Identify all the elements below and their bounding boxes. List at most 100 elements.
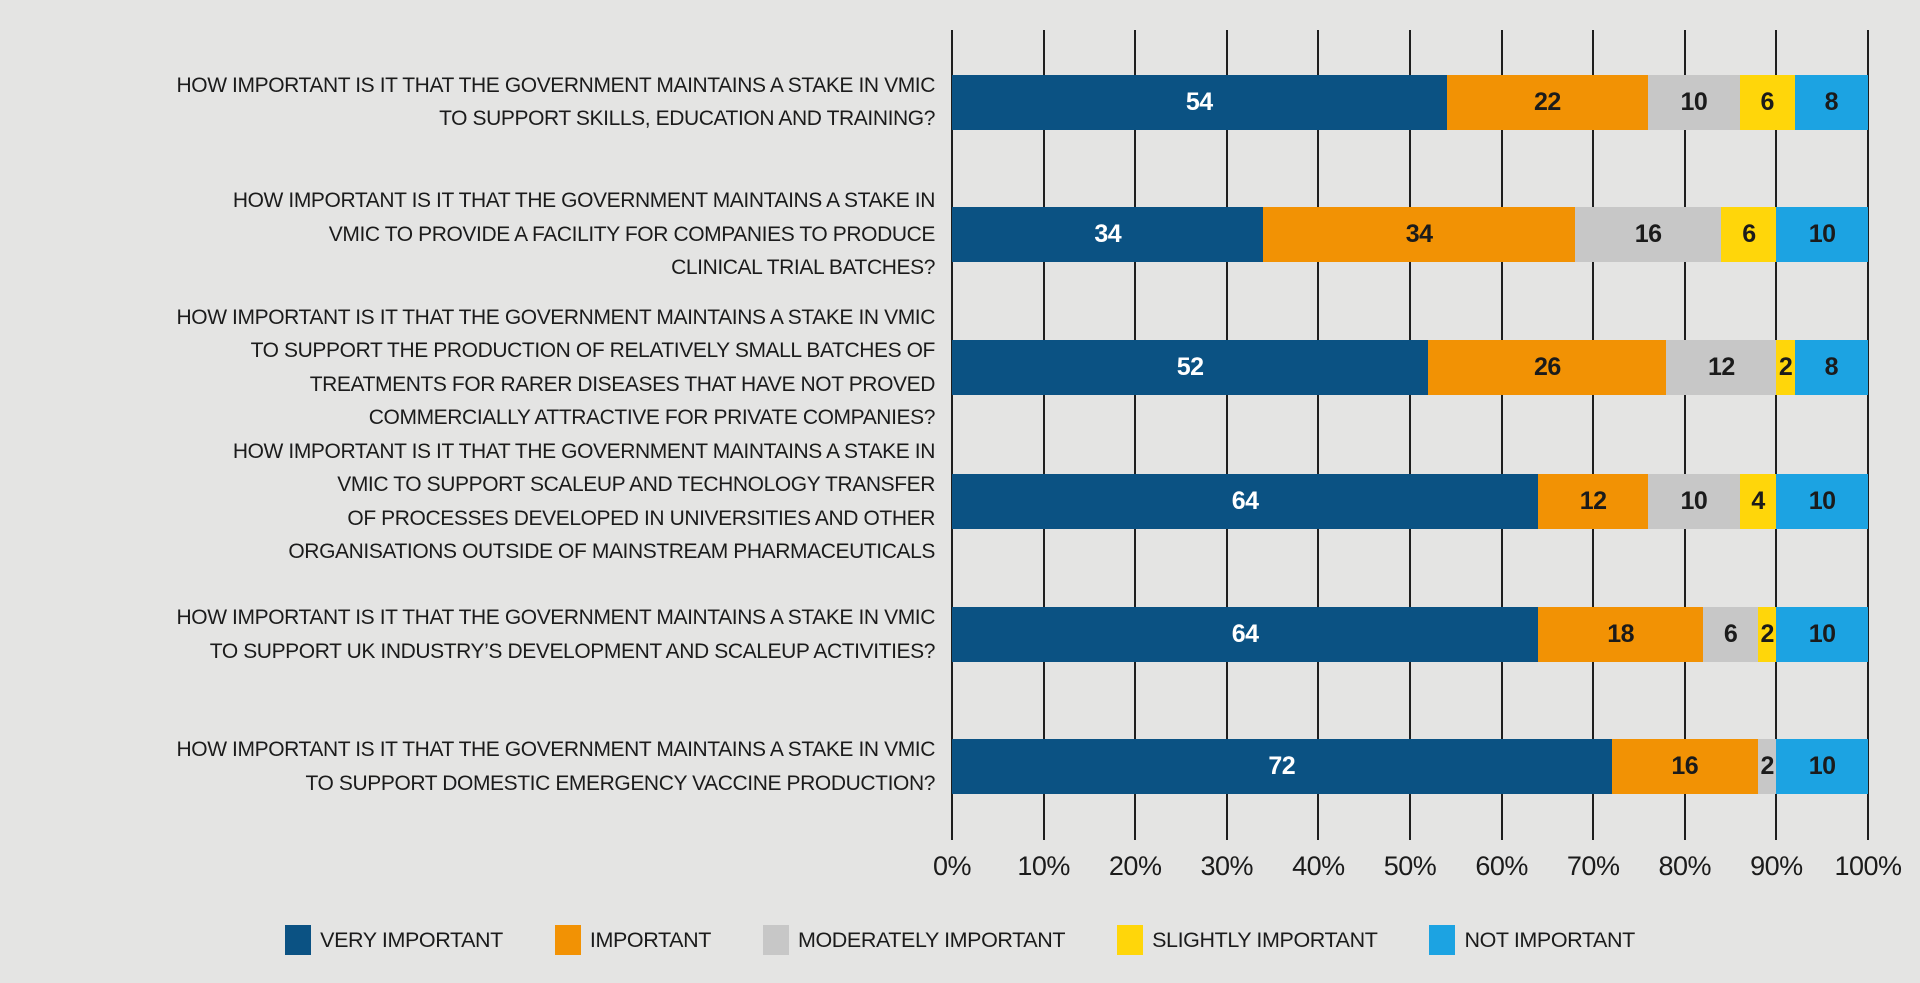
bar-segment: 34 [952, 206, 1264, 262]
question-label: HOW IMPORTANT IS IT THAT THE GOVERNMENT … [176, 606, 936, 663]
question-label: HOW IMPORTANT IS IT THAT THE GOVERNMENT … [232, 189, 936, 280]
legend: VERY IMPORTANT IMPORTANT MODERATELY IMPORT… [0, 925, 1920, 955]
axis-tick-label: 60% [1475, 851, 1528, 881]
legend-item: IMPORTANT [554, 925, 711, 955]
axis-tick-label: 50% [1383, 851, 1437, 881]
gridline [1042, 30, 1045, 840]
bar-value-label: 10 [1680, 87, 1708, 116]
chart-rows: HOW IMPORTANT IS IT THAT THE GOVERNMENT … [0, 36, 1868, 833]
bar-value-label: 8 [1824, 87, 1839, 116]
bar-segment: 10 [1776, 739, 1868, 795]
question-label: HOW IMPORTANT IS IT THAT THE GOVERNMENT … [232, 439, 936, 564]
chart-row: HOW IMPORTANT IS IT THAT THE GOVERNMENT … [0, 569, 1868, 701]
bar-segment: 10 [1776, 206, 1868, 262]
axis-tick-label: 80% [1658, 851, 1712, 881]
gridline [951, 30, 953, 840]
bar-segment: 64 [952, 474, 1539, 529]
bar-segment: 54 [952, 74, 1447, 130]
bar-value-label: 10 [1808, 219, 1836, 248]
bar-value-label: 72 [1268, 752, 1296, 781]
bar-segment: 16 [1574, 206, 1722, 262]
axis-tick-label: 10% [1017, 851, 1070, 881]
bar-track: 64 12 10 4 10 [952, 474, 1868, 529]
bar-value-label: 64 [1231, 487, 1259, 515]
bar-value-label: 2 [1760, 752, 1775, 781]
bar-value-label: 10 [1680, 487, 1708, 515]
axis-tick-label: 0% [932, 851, 972, 881]
bar-segment: 16 [1611, 739, 1759, 795]
axis-tick-label: 70% [1566, 851, 1620, 881]
bar-segment: 8 [1794, 74, 1868, 130]
question-label: HOW IMPORTANT IS IT THAT THE GOVERNMENT … [176, 305, 936, 430]
bar-value-label: 16 [1671, 752, 1699, 781]
axis-tick-label: 90% [1750, 851, 1803, 881]
legend-label: MODERATELY IMPORTANT [797, 927, 1066, 952]
bar-segment: 2 [1776, 340, 1795, 395]
bar-track: 54 22 10 6 8 [952, 74, 1868, 130]
bar-segment: 10 [1776, 607, 1868, 663]
question-label: HOW IMPORTANT IS IT THAT THE GOVERNMENT … [176, 73, 936, 131]
bar-value-label: 52 [1176, 353, 1204, 381]
axis-tick-label: 30% [1200, 851, 1254, 881]
bar-value-label: 10 [1808, 752, 1836, 781]
bar-segment: 34 [1263, 206, 1575, 262]
bar-track: 34 34 16 6 10 [952, 206, 1868, 262]
legend-swatch [285, 925, 312, 955]
bar-value-label: 64 [1231, 620, 1259, 649]
bar-segment: 10 [1776, 474, 1868, 529]
bar-segment: 10 [1648, 74, 1740, 130]
legend-swatch [1429, 925, 1456, 955]
bar-value-label: 54 [1185, 87, 1213, 116]
legend-swatch [554, 925, 581, 955]
gridline [1409, 30, 1411, 840]
chart-row: HOW IMPORTANT IS IT THAT THE GOVERNMENT … [0, 301, 1868, 435]
bar-segment: 26 [1428, 340, 1667, 395]
bar-value-label: 6 [1723, 620, 1738, 649]
bar-segment: 2 [1758, 607, 1777, 663]
gridline [1592, 30, 1595, 840]
bar-value-label: 34 [1405, 219, 1433, 248]
bar-segment: 52 [952, 340, 1429, 395]
legend-swatch [762, 925, 789, 955]
bar-value-label: 12 [1708, 353, 1735, 381]
chart-row: HOW IMPORTANT IS IT THAT THE GOVERNMENT … [0, 435, 1868, 569]
bar-segment: 22 [1446, 74, 1649, 130]
legend-label: VERY IMPORTANT [320, 927, 503, 952]
bar-segment: 8 [1794, 340, 1868, 395]
legend-item: SLIGHTLY IMPORTANT [1117, 925, 1378, 955]
bar-track: 64 18 6 2 10 [952, 607, 1868, 663]
bar-segment: 72 [952, 739, 1612, 795]
axis-tick-label: 100% [1834, 851, 1902, 881]
bar-value-label: 6 [1760, 87, 1775, 116]
axis-tick-label: 40% [1292, 851, 1345, 881]
legend-item: MODERATELY IMPORTANT [762, 925, 1066, 955]
bar-segment: 18 [1538, 607, 1704, 663]
bar-segment: 12 [1538, 474, 1649, 529]
legend-label: SLIGHTLY IMPORTANT [1152, 927, 1378, 952]
legend-item: VERY IMPORTANT [285, 925, 503, 955]
gridline [1225, 30, 1228, 840]
bar-segment: 6 [1703, 607, 1759, 663]
chart-row: HOW IMPORTANT IS IT THAT THE GOVERNMENT … [0, 36, 1868, 168]
bar-value-label: 10 [1808, 487, 1836, 515]
gridline [1134, 30, 1137, 840]
bar-value-label: 8 [1824, 353, 1839, 381]
gridlines [951, 30, 1869, 840]
bar-segment: 6 [1739, 74, 1795, 130]
bar-segment: 10 [1648, 474, 1740, 529]
bar-value-label: 10 [1808, 620, 1836, 649]
bar-segment: 6 [1721, 206, 1777, 262]
bar-track: 72 16 2 10 [952, 739, 1868, 795]
question-label: HOW IMPORTANT IS IT THAT THE GOVERNMENT … [176, 738, 936, 795]
x-axis: 0% 10% 20% 30% 40% 50% 60% 70% 80% 90% 100% [933, 851, 1902, 891]
bar-value-label: 34 [1094, 219, 1122, 248]
bar-segment: 12 [1666, 340, 1777, 395]
legend-item: NOT IMPORTANT [1429, 925, 1635, 955]
bar-value-label: 6 [1742, 219, 1756, 248]
bar-value-label: 16 [1634, 219, 1662, 248]
bar-value-label: 26 [1533, 353, 1561, 381]
bar-track: 52 26 12 2 8 [952, 340, 1868, 395]
bar-value-label: 18 [1607, 620, 1635, 649]
gridline [1317, 30, 1320, 840]
